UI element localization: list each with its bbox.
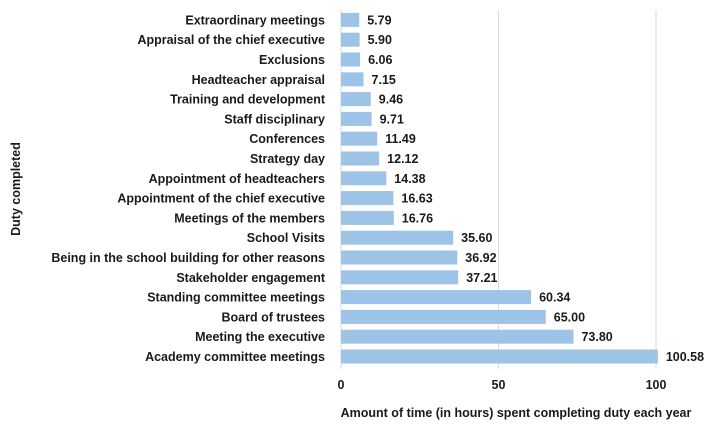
bar <box>341 309 546 324</box>
value-label: 100.58 <box>666 350 704 364</box>
category-label: Staff disciplinary <box>224 112 325 126</box>
category-label: Standing committee meetings <box>147 291 325 305</box>
x-tick-label: 50 <box>492 378 506 392</box>
bar <box>341 270 459 285</box>
bar <box>341 52 361 67</box>
value-label: 14.38 <box>394 172 425 186</box>
value-label: 11.49 <box>385 132 416 146</box>
bar <box>341 151 380 166</box>
category-label: Meeting the executive <box>195 330 325 344</box>
bars <box>341 12 658 364</box>
bar <box>341 290 532 305</box>
x-tick-label: 0 <box>338 378 345 392</box>
category-label: Board of trustees <box>222 310 326 324</box>
category-label: Appointment of headteachers <box>149 172 325 186</box>
value-label: 65.00 <box>554 310 585 324</box>
bar <box>341 32 360 47</box>
category-label: Appointment of the chief executive <box>117 192 325 206</box>
bar <box>341 12 360 27</box>
value-label: 12.12 <box>387 152 418 166</box>
value-label: 5.90 <box>368 33 392 47</box>
value-label: 16.63 <box>401 192 432 206</box>
value-label: 9.46 <box>379 93 403 107</box>
category-label: Extraordinary meetings <box>185 13 325 27</box>
value-label: 9.71 <box>380 112 404 126</box>
bar <box>341 191 394 206</box>
value-label: 5.79 <box>367 13 391 27</box>
value-label: 37.21 <box>466 271 497 285</box>
bar <box>341 329 574 344</box>
value-label: 73.80 <box>581 330 612 344</box>
bar <box>341 230 454 245</box>
category-label: School Visits <box>247 231 325 245</box>
bar <box>341 210 394 225</box>
bar <box>341 349 658 364</box>
value-label: 7.15 <box>372 73 396 87</box>
x-tick-label: 100 <box>646 378 667 392</box>
value-labels: 5.79 5.90 6.06 7.15 9.46 9.71 11.49 12.12 14.38 1… <box>367 13 704 364</box>
value-label: 35.60 <box>461 231 492 245</box>
value-label: 16.76 <box>402 211 433 225</box>
x-axis-title: Amount of time (in hours) spent completi… <box>341 406 692 420</box>
bar <box>341 131 378 146</box>
value-label: 6.06 <box>368 53 392 67</box>
category-label: Exclusions <box>259 53 325 67</box>
value-label: 36.92 <box>465 251 496 265</box>
value-label: 60.34 <box>539 291 570 305</box>
category-labels: Extraordinary meetings Appraisal of the c… <box>51 13 325 364</box>
category-label: Appraisal of the chief executive <box>137 33 325 47</box>
bar <box>341 92 371 107</box>
bar <box>341 111 372 126</box>
category-label: Academy committee meetings <box>145 350 325 364</box>
y-axis-title: Duty completed <box>9 142 23 236</box>
x-tick-labels: 0 50 100 <box>338 378 667 392</box>
category-label: Conferences <box>249 132 325 146</box>
bar <box>341 171 387 186</box>
category-label: Being in the school building for other r… <box>51 251 325 265</box>
category-label: Training and development <box>170 93 326 107</box>
category-label: Strategy day <box>250 152 325 166</box>
bar <box>341 250 458 265</box>
gridlines <box>340 10 657 369</box>
bar <box>341 72 364 87</box>
category-label: Meetings of the members <box>174 211 325 225</box>
category-label: Stakeholder engagement <box>176 271 325 285</box>
category-label: Headteacher appraisal <box>192 73 325 87</box>
